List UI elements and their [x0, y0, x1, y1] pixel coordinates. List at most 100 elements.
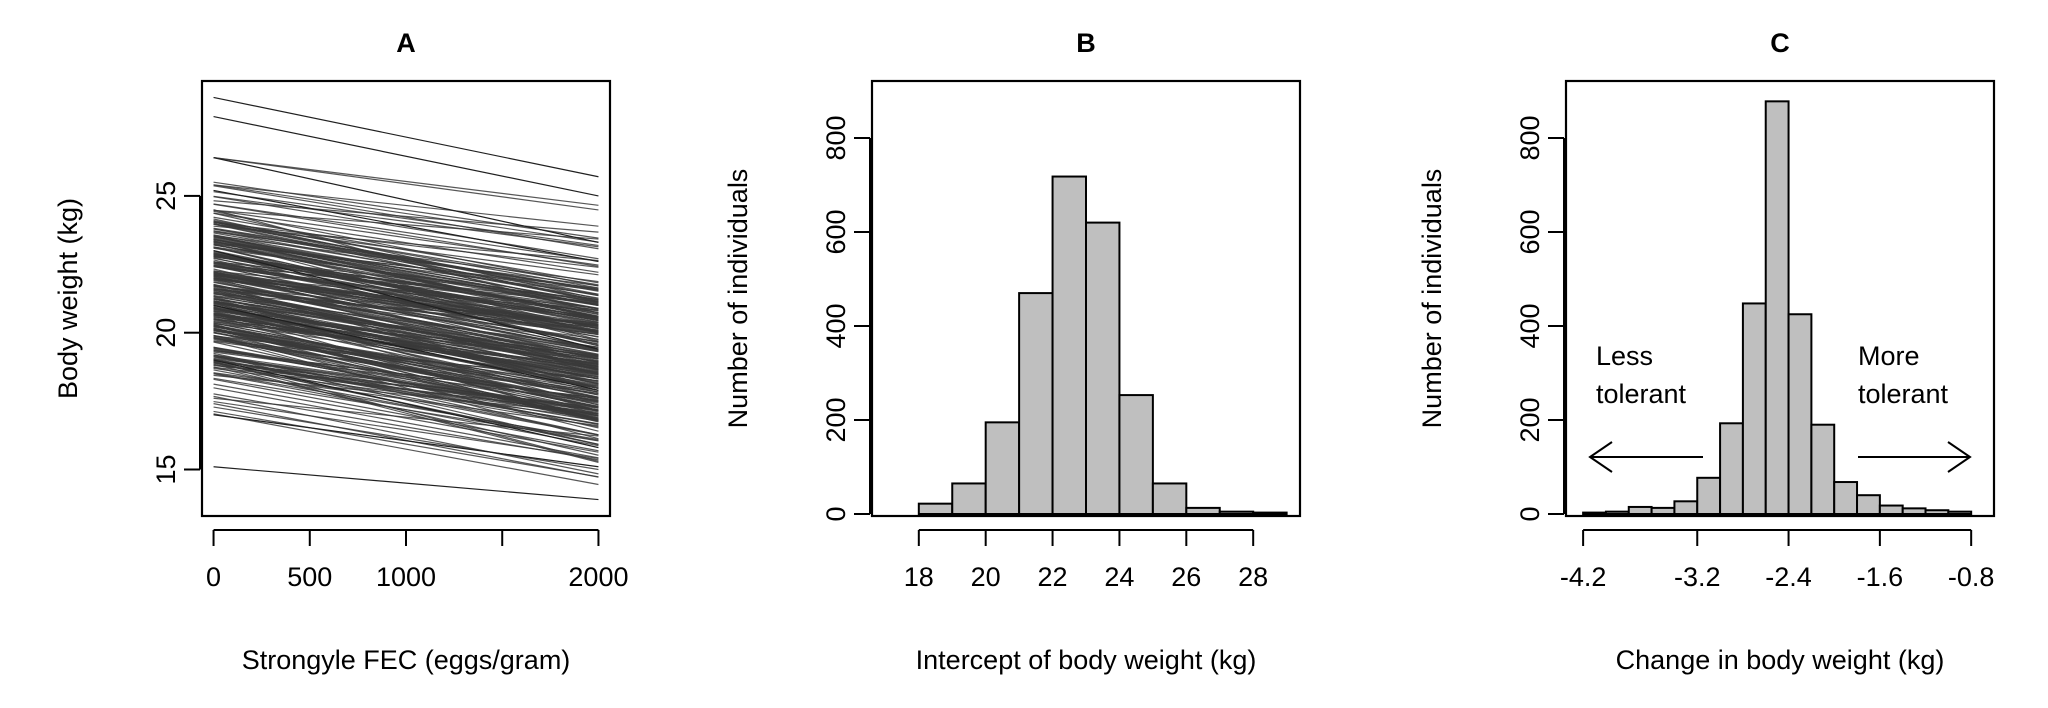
- individual-line: [213, 238, 599, 310]
- x-tick-label: 26: [1171, 562, 1201, 592]
- individual-line: [213, 157, 599, 211]
- histogram-bar: [1650, 506, 1676, 516]
- histogram-bar: [1924, 509, 1950, 515]
- lines-group: [213, 96, 599, 501]
- arrow-left-head: [1588, 441, 1613, 473]
- individual-line: [213, 196, 599, 260]
- histogram-bar: [1901, 507, 1927, 515]
- individual-line: [213, 265, 599, 318]
- histogram-bar: [1810, 423, 1836, 516]
- histogram-bar: [1085, 221, 1121, 515]
- individual-line: [213, 314, 599, 380]
- x-axis-label: Strongyle FEC (eggs/gram): [242, 645, 571, 675]
- individual-line: [213, 234, 599, 304]
- histogram-bar: [1787, 313, 1813, 515]
- individual-line: [213, 222, 599, 268]
- histogram-bar: [1252, 511, 1288, 516]
- individual-line: [213, 283, 599, 389]
- individual-line: [213, 325, 599, 389]
- histogram-bar: [951, 482, 987, 516]
- y-tick-label: 200: [1515, 397, 1545, 442]
- histogram-bar: [1118, 394, 1154, 515]
- individual-line: [213, 324, 599, 403]
- individual-line: [213, 246, 599, 342]
- x-tick-label: -1.6: [1857, 562, 1904, 592]
- individual-line: [213, 273, 599, 338]
- individual-line: [213, 220, 599, 286]
- individual-line: [213, 250, 599, 350]
- individual-line: [213, 387, 599, 459]
- histogram-bar: [1218, 510, 1255, 515]
- individual-line: [213, 466, 599, 501]
- individual-line: [213, 364, 599, 408]
- individual-line: [213, 218, 599, 302]
- y-tick-label: 800: [1515, 115, 1545, 160]
- individual-line: [213, 305, 599, 366]
- histogram-bar: [1878, 504, 1904, 516]
- individual-line: [213, 210, 599, 287]
- y-tick-label: 0: [1515, 506, 1545, 521]
- individual-line: [213, 413, 599, 486]
- individual-line: [213, 383, 599, 453]
- individual-line: [213, 336, 599, 440]
- x-tick-label: -3.2: [1674, 562, 1721, 592]
- y-tick-label: 600: [1515, 209, 1545, 254]
- annotation-tolerant-right: tolerant: [1858, 379, 1949, 409]
- individual-line: [213, 184, 599, 243]
- histogram-bar: [1764, 100, 1790, 515]
- panel-title: B: [1076, 28, 1096, 58]
- individual-line: [213, 157, 599, 244]
- individual-line: [213, 292, 599, 365]
- y-axis-label: Number of individuals: [723, 169, 753, 429]
- x-tick-label: 24: [1104, 562, 1134, 592]
- histogram-bar: [1741, 302, 1767, 515]
- individual-line: [213, 397, 599, 437]
- x-axis-label: Intercept of body weight (kg): [916, 645, 1257, 675]
- y-tick-label: 0: [821, 506, 851, 521]
- individual-line: [213, 414, 599, 468]
- histogram-bar: [984, 421, 1021, 516]
- x-axis-label: Change in body weight (kg): [1616, 645, 1945, 675]
- x-tick-label: 18: [904, 562, 934, 592]
- histogram-bar: [1719, 422, 1744, 516]
- individual-line: [213, 295, 599, 359]
- individual-line: [213, 304, 599, 391]
- individual-line: [213, 308, 599, 380]
- plot-frame: [870, 79, 1302, 518]
- histogram-bar: [1833, 481, 1859, 516]
- x-tick-label: 28: [1238, 562, 1268, 592]
- individual-line: [213, 359, 599, 449]
- x-tick-label: 0: [206, 562, 221, 592]
- individual-line: [213, 307, 599, 360]
- histogram-bar: [1604, 510, 1630, 515]
- panel-c: C Change in body weight (kg) Number of ind…: [1417, 28, 1996, 675]
- individual-line: [213, 314, 599, 398]
- individual-line: [213, 223, 599, 292]
- x-tick-label: 2000: [568, 562, 628, 592]
- individual-line: [213, 115, 599, 197]
- y-tick-label: 20: [151, 318, 181, 348]
- individual-line: [213, 157, 599, 206]
- y-tick-label: 600: [821, 209, 851, 254]
- y-axis-label: Body weight (kg): [53, 198, 83, 399]
- y-tick-label: 15: [151, 454, 181, 484]
- histogram-bar: [1185, 506, 1221, 516]
- arrow-right-head: [1947, 441, 1972, 473]
- panel-title: C: [1770, 28, 1790, 58]
- x-tick-label: 500: [287, 562, 332, 592]
- individual-line: [213, 203, 599, 262]
- individual-line: [213, 351, 599, 403]
- individual-line: [213, 288, 599, 331]
- x-tick-label: 22: [1038, 562, 1068, 592]
- annotation-tolerant-left: tolerant: [1596, 379, 1687, 409]
- individual-line: [213, 96, 599, 178]
- histogram-bar: [917, 502, 954, 516]
- y-tick-label: 200: [821, 397, 851, 442]
- individual-line: [213, 406, 599, 471]
- histogram-bar: [1151, 482, 1188, 516]
- individual-line: [213, 195, 599, 248]
- individual-line: [213, 410, 599, 478]
- y-tick-label: 400: [821, 303, 851, 348]
- individual-line: [213, 322, 599, 399]
